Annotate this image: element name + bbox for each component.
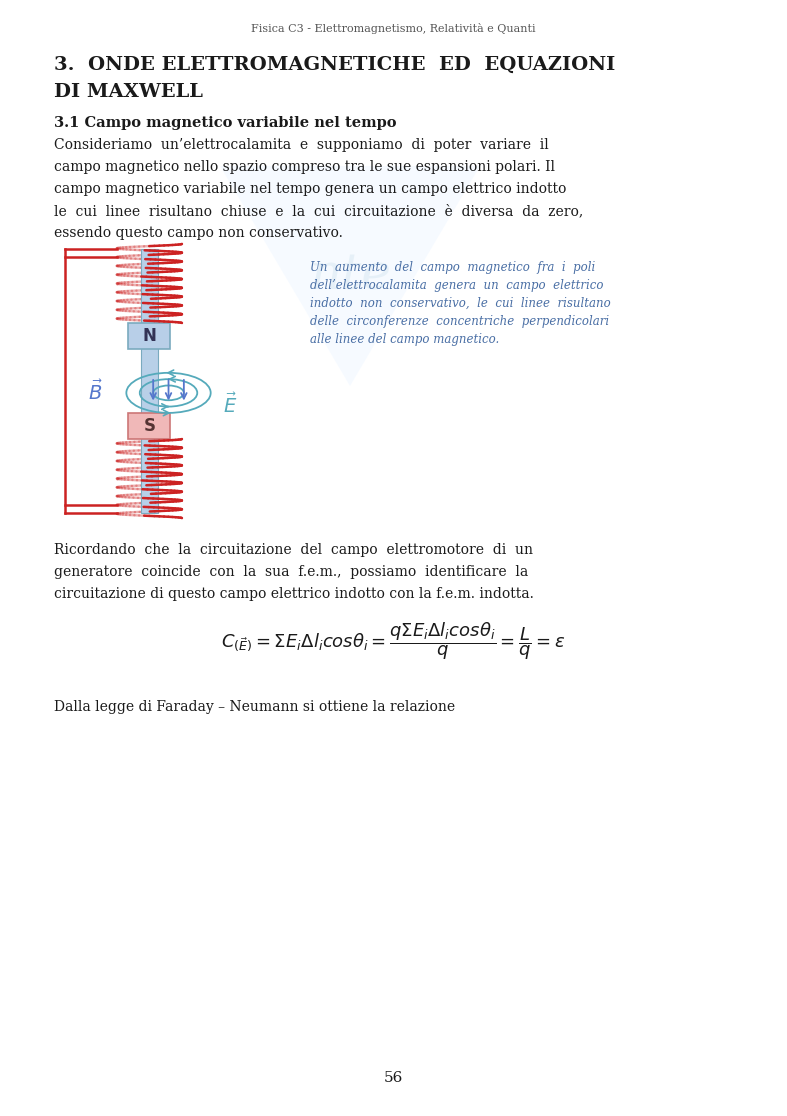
Bar [128, 413, 171, 439]
Text: generatore  coincide  con  la  sua  f.e.m.,  possiamo  identificare  la: generatore coincide con la sua f.e.m., p… [54, 565, 528, 579]
Text: alle linee del campo magnetico.: alle linee del campo magnetico. [310, 333, 499, 346]
Text: Dalla legge di Faraday – Neumann si ottiene la relazione: Dalla legge di Faraday – Neumann si otti… [54, 700, 455, 714]
Text: S: S [143, 416, 155, 435]
Bar [128, 323, 171, 349]
Text: Fisica C3 - Elettromagnetismo, Relatività e Quanti: Fisica C3 - Elettromagnetismo, Relativit… [251, 23, 536, 33]
Text: delle  circonferenze  concentriche  perpendicolari: delle circonferenze concentriche perpend… [310, 315, 609, 328]
Text: nte: nte [309, 251, 391, 300]
Text: essendo questo campo non conservativo.: essendo questo campo non conservativo. [54, 227, 342, 240]
Polygon shape [220, 166, 480, 386]
Text: indotto  non  conservativo,  le  cui  linee  risultano: indotto non conservativo, le cui linee r… [310, 297, 611, 310]
Text: Un  aumento  del  campo  magnetico  fra  i  poli: Un aumento del campo magnetico fra i pol… [310, 261, 595, 275]
Bar [141, 249, 157, 513]
Text: Consideriamo  un’elettrocalamita  e  supponiamo  di  poter  variare  il: Consideriamo un’elettrocalamita e suppon… [54, 138, 549, 152]
Text: $C_{(\vec{E})} = \Sigma E_i \Delta l_i cos\theta_i = \dfrac{q\Sigma E_i \Delta l: $C_{(\vec{E})} = \Sigma E_i \Delta l_i c… [221, 620, 566, 662]
Text: N: N [142, 327, 157, 345]
Text: dell’elettrocalamita  genera  un  campo  elettrico: dell’elettrocalamita genera un campo ele… [310, 279, 604, 292]
Text: circuitazione di questo campo elettrico indotto con la f.e.m. indotta.: circuitazione di questo campo elettrico … [54, 587, 534, 602]
Text: Ricordando  che  la  circuitazione  del  campo  elettromotore  di  un: Ricordando che la circuitazione del camp… [54, 543, 533, 557]
Text: 3.1 Campo magnetico variabile nel tempo: 3.1 Campo magnetico variabile nel tempo [54, 116, 396, 129]
Text: 3.  ONDE ELETTROMAGNETICHE  ED  EQUAZIONI: 3. ONDE ELETTROMAGNETICHE ED EQUAZIONI [54, 56, 615, 74]
Text: $\vec{B}$: $\vec{B}$ [88, 379, 103, 404]
Text: 56: 56 [384, 1071, 403, 1085]
Text: $\vec{E}$: $\vec{E}$ [223, 393, 237, 417]
Text: le  cui  linee  risultano  chiuse  e  la  cui  circuitazione  è  diversa  da  ze: le cui linee risultano chiuse e la cui c… [54, 204, 582, 218]
Text: campo magnetico variabile nel tempo genera un campo elettrico indotto: campo magnetico variabile nel tempo gene… [54, 182, 566, 196]
Text: campo magnetico nello spazio compreso tra le sue espansioni polari. Il: campo magnetico nello spazio compreso tr… [54, 160, 555, 174]
Text: DI MAXWELL: DI MAXWELL [54, 83, 202, 102]
